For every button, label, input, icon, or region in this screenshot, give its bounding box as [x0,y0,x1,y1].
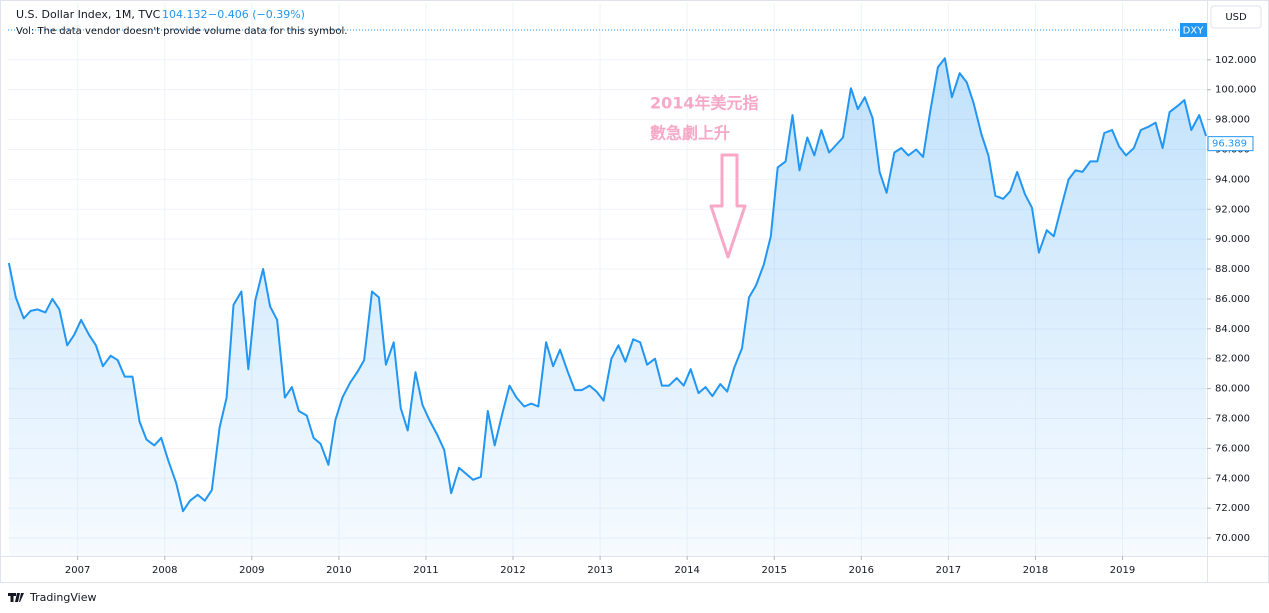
annotation-arrow [709,153,747,259]
logo: TradingView [8,591,96,604]
price-change: −0.406 (−0.39%) [208,8,305,21]
x-tick-label: 2008 [152,565,177,576]
x-tick-label: 2016 [849,565,874,576]
price: 104.132 [162,8,208,21]
y-tick-label: 80.000 [1215,384,1250,395]
symbol-title: U.S. Dollar Index, 1M, TVC [16,8,161,21]
symbol-label: DXY [1183,26,1205,37]
x-tick-label: 2010 [326,565,351,576]
last-price-tag [1207,136,1254,152]
logo-icon [8,593,24,602]
x-tick-label: 2017 [936,565,961,576]
currency[interactable]: USD [1225,12,1247,23]
y-tick-label: 92.000 [1215,204,1250,215]
line [7,57,1208,513]
y-tick-label: 72.000 [1215,503,1250,514]
x-tick-label: 2013 [587,565,612,576]
plot [7,57,1208,557]
y-tick-label: 102.000 [1215,55,1256,66]
x-tick-label: 2011 [413,565,438,576]
y-tick-label: 88.000 [1215,264,1250,275]
y-tick-label: 70.000 [1215,533,1250,544]
y-tick-label: 98.000 [1215,115,1250,126]
axes: 70.000 72.000 74.000 76.000 78.000 80.000 82.0… [65,55,1256,576]
footer: TradingView [29,591,96,604]
y-tick-label: 78.000 [1215,413,1250,424]
y-tick-label: 74.000 [1215,473,1250,484]
annotation-line: 2014年美元指 [650,94,759,113]
annotation-line: 數急劇上升 [650,124,730,143]
x-tick-label: 2019 [1110,565,1135,576]
currency-button[interactable] [1210,5,1262,29]
x-tick-label: 2009 [239,565,264,576]
y-tick-label: 94.000 [1215,174,1250,185]
area [8,58,1207,557]
volume-note: Vol: The data vendor doesn't provide vol… [16,26,347,37]
x-tick-label: 2007 [65,565,90,576]
y-tick-label: 86.000 [1215,294,1250,305]
y-tick-label: 100.000 [1215,85,1256,96]
y-tick-label: 90.000 [1215,234,1250,245]
x-tick-label: 2018 [1023,565,1048,576]
y-tick-label: 76.000 [1215,443,1250,454]
x-tick-label: 2012 [500,565,525,576]
x-tick-label: 2014 [674,565,699,576]
x-tick-label: 2015 [762,565,787,576]
last-price-label: 96.389 [1212,139,1247,150]
symbol-tag [1180,23,1207,37]
y-tick-label: 82.000 [1215,354,1250,365]
y-tick-label: 84.000 [1215,324,1250,335]
